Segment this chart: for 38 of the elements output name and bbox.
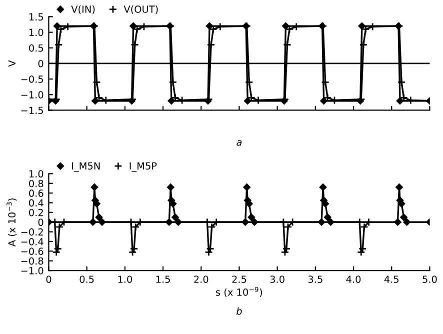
y-tick-label: −0.2 <box>21 228 43 236</box>
x-tick-label: 2.0 <box>194 276 208 283</box>
y-tick-label: 0.8 <box>29 180 44 188</box>
y-tick-label: 0.2 <box>29 208 43 216</box>
y-tick-label: 0 <box>38 218 44 226</box>
x-tick-label: 1.0 <box>118 276 132 283</box>
x-tick-label: 0.5 <box>80 276 94 283</box>
y-axis-title: V <box>8 60 16 67</box>
x-tick-label: 4.0 <box>346 276 361 283</box>
y-tick-label: 0.6 <box>29 190 44 197</box>
legend-label: I_M5P <box>130 162 157 172</box>
y-tick-label: −0.6 <box>21 248 44 255</box>
legend-label: I_M5N <box>72 162 100 172</box>
legend-label: V(OUT) <box>124 5 158 14</box>
text: b <box>236 307 242 315</box>
y-tick-label: −0.8 <box>21 257 44 265</box>
y-tick-label: −1.0 <box>21 91 44 98</box>
x-tick-label: 5.0 <box>422 276 437 283</box>
y-tick-label: 1.0 <box>29 170 44 178</box>
y-tick-label: 0.4 <box>29 199 44 207</box>
x-tick-label: 3.0 <box>270 276 284 283</box>
x-tick-label: 0 <box>46 276 52 283</box>
y-tick-label: −0.4 <box>21 238 44 246</box>
x-tick-label: 4.5 <box>384 276 398 283</box>
y-tick-label: −1.5 <box>21 106 44 114</box>
y-tick-label: 0 <box>38 60 44 68</box>
x-axis-title: s (x 10$^{−9}$) <box>216 286 262 297</box>
y-tick-label: −0.5 <box>21 76 44 83</box>
y-tick-label: −1.0 <box>21 267 44 274</box>
y-tick-label: 1.5 <box>29 13 44 21</box>
x-tick-label: 2.5 <box>232 276 246 283</box>
x-tick-label: 1.5 <box>156 276 170 283</box>
y-tick-label: 1.0 <box>29 28 44 36</box>
text: a <box>236 140 242 146</box>
y-tick-label: 0.5 <box>29 44 44 52</box>
y-axis-title: A (x 10$^{−3}$) <box>6 198 17 247</box>
legend-label: V(IN) <box>71 5 95 14</box>
x-tick-label: 3.5 <box>308 276 322 283</box>
